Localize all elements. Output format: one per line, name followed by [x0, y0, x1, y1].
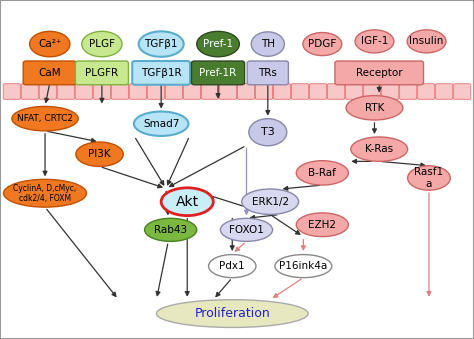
FancyBboxPatch shape: [328, 84, 345, 99]
FancyBboxPatch shape: [292, 84, 309, 99]
Text: T3: T3: [261, 127, 275, 137]
Ellipse shape: [355, 30, 394, 53]
Ellipse shape: [82, 32, 122, 57]
Text: RTK: RTK: [365, 103, 384, 113]
Text: Proliferation: Proliferation: [194, 307, 270, 320]
Ellipse shape: [12, 106, 78, 131]
Text: Pdx1: Pdx1: [219, 261, 245, 271]
FancyBboxPatch shape: [364, 84, 381, 99]
FancyBboxPatch shape: [132, 61, 190, 85]
Text: Ca²⁺: Ca²⁺: [38, 39, 62, 49]
Text: EZH2: EZH2: [308, 220, 337, 230]
FancyBboxPatch shape: [147, 84, 164, 99]
FancyBboxPatch shape: [219, 84, 237, 99]
FancyBboxPatch shape: [400, 84, 417, 99]
Ellipse shape: [296, 213, 348, 237]
Ellipse shape: [134, 112, 189, 136]
Ellipse shape: [197, 32, 239, 57]
Ellipse shape: [4, 179, 86, 207]
Ellipse shape: [161, 188, 213, 216]
FancyBboxPatch shape: [111, 84, 128, 99]
FancyBboxPatch shape: [21, 84, 38, 99]
Text: Receptor: Receptor: [356, 68, 402, 78]
FancyBboxPatch shape: [39, 84, 56, 99]
FancyBboxPatch shape: [454, 84, 471, 99]
Text: PI3K: PI3K: [88, 149, 111, 159]
Text: PLGFR: PLGFR: [85, 68, 118, 78]
Text: FOXO1: FOXO1: [229, 225, 264, 235]
Text: Rasf1
a: Rasf1 a: [414, 167, 444, 189]
FancyBboxPatch shape: [237, 84, 255, 99]
Ellipse shape: [303, 33, 342, 56]
Ellipse shape: [351, 137, 408, 161]
FancyBboxPatch shape: [382, 84, 399, 99]
Text: NFAT, CRTC2: NFAT, CRTC2: [17, 114, 73, 123]
Text: Akt: Akt: [176, 195, 199, 209]
Ellipse shape: [407, 30, 446, 53]
FancyBboxPatch shape: [273, 84, 291, 99]
Text: Smad7: Smad7: [143, 119, 179, 129]
Text: P16ink4a: P16ink4a: [279, 261, 328, 271]
Text: PDGF: PDGF: [308, 39, 337, 49]
Ellipse shape: [156, 300, 308, 327]
Text: K-Ras: K-Ras: [365, 144, 393, 154]
FancyBboxPatch shape: [75, 84, 92, 99]
FancyBboxPatch shape: [57, 84, 74, 99]
Ellipse shape: [242, 189, 299, 214]
Ellipse shape: [346, 96, 403, 120]
FancyBboxPatch shape: [255, 84, 273, 99]
Ellipse shape: [145, 218, 197, 241]
Text: TRs: TRs: [258, 68, 277, 78]
FancyBboxPatch shape: [436, 84, 453, 99]
Text: TH: TH: [261, 39, 275, 49]
Ellipse shape: [275, 255, 332, 278]
FancyBboxPatch shape: [418, 84, 435, 99]
Text: Pref-1: Pref-1: [203, 39, 233, 49]
Ellipse shape: [249, 119, 287, 146]
Ellipse shape: [251, 32, 284, 56]
Ellipse shape: [76, 142, 123, 166]
Text: TGFβ1: TGFβ1: [145, 39, 178, 49]
Text: CyclinA, D,cMyc,
cdk2/4, FOXM: CyclinA, D,cMyc, cdk2/4, FOXM: [13, 183, 77, 203]
FancyBboxPatch shape: [93, 84, 110, 99]
Ellipse shape: [209, 255, 256, 278]
Text: CaM: CaM: [38, 68, 61, 78]
FancyBboxPatch shape: [165, 84, 182, 99]
Ellipse shape: [408, 166, 450, 190]
FancyBboxPatch shape: [183, 84, 201, 99]
FancyBboxPatch shape: [335, 61, 424, 85]
FancyBboxPatch shape: [23, 61, 76, 85]
Text: Pref-1R: Pref-1R: [200, 68, 237, 78]
FancyBboxPatch shape: [346, 84, 363, 99]
Text: ERK1/2: ERK1/2: [252, 197, 289, 207]
FancyBboxPatch shape: [191, 61, 245, 85]
Ellipse shape: [29, 32, 70, 57]
Ellipse shape: [220, 218, 273, 241]
Text: PLGF: PLGF: [89, 39, 115, 49]
Ellipse shape: [296, 161, 348, 185]
Text: B-Raf: B-Raf: [309, 168, 336, 178]
FancyBboxPatch shape: [75, 61, 128, 85]
Text: Rab43: Rab43: [154, 225, 187, 235]
Text: TGFβ1R: TGFβ1R: [141, 68, 182, 78]
Ellipse shape: [139, 32, 184, 57]
FancyBboxPatch shape: [129, 84, 146, 99]
FancyBboxPatch shape: [310, 84, 327, 99]
Text: IGF-1: IGF-1: [361, 36, 388, 46]
Text: Insulin: Insulin: [410, 36, 444, 46]
FancyBboxPatch shape: [201, 84, 219, 99]
FancyBboxPatch shape: [3, 84, 20, 99]
FancyBboxPatch shape: [247, 61, 288, 85]
